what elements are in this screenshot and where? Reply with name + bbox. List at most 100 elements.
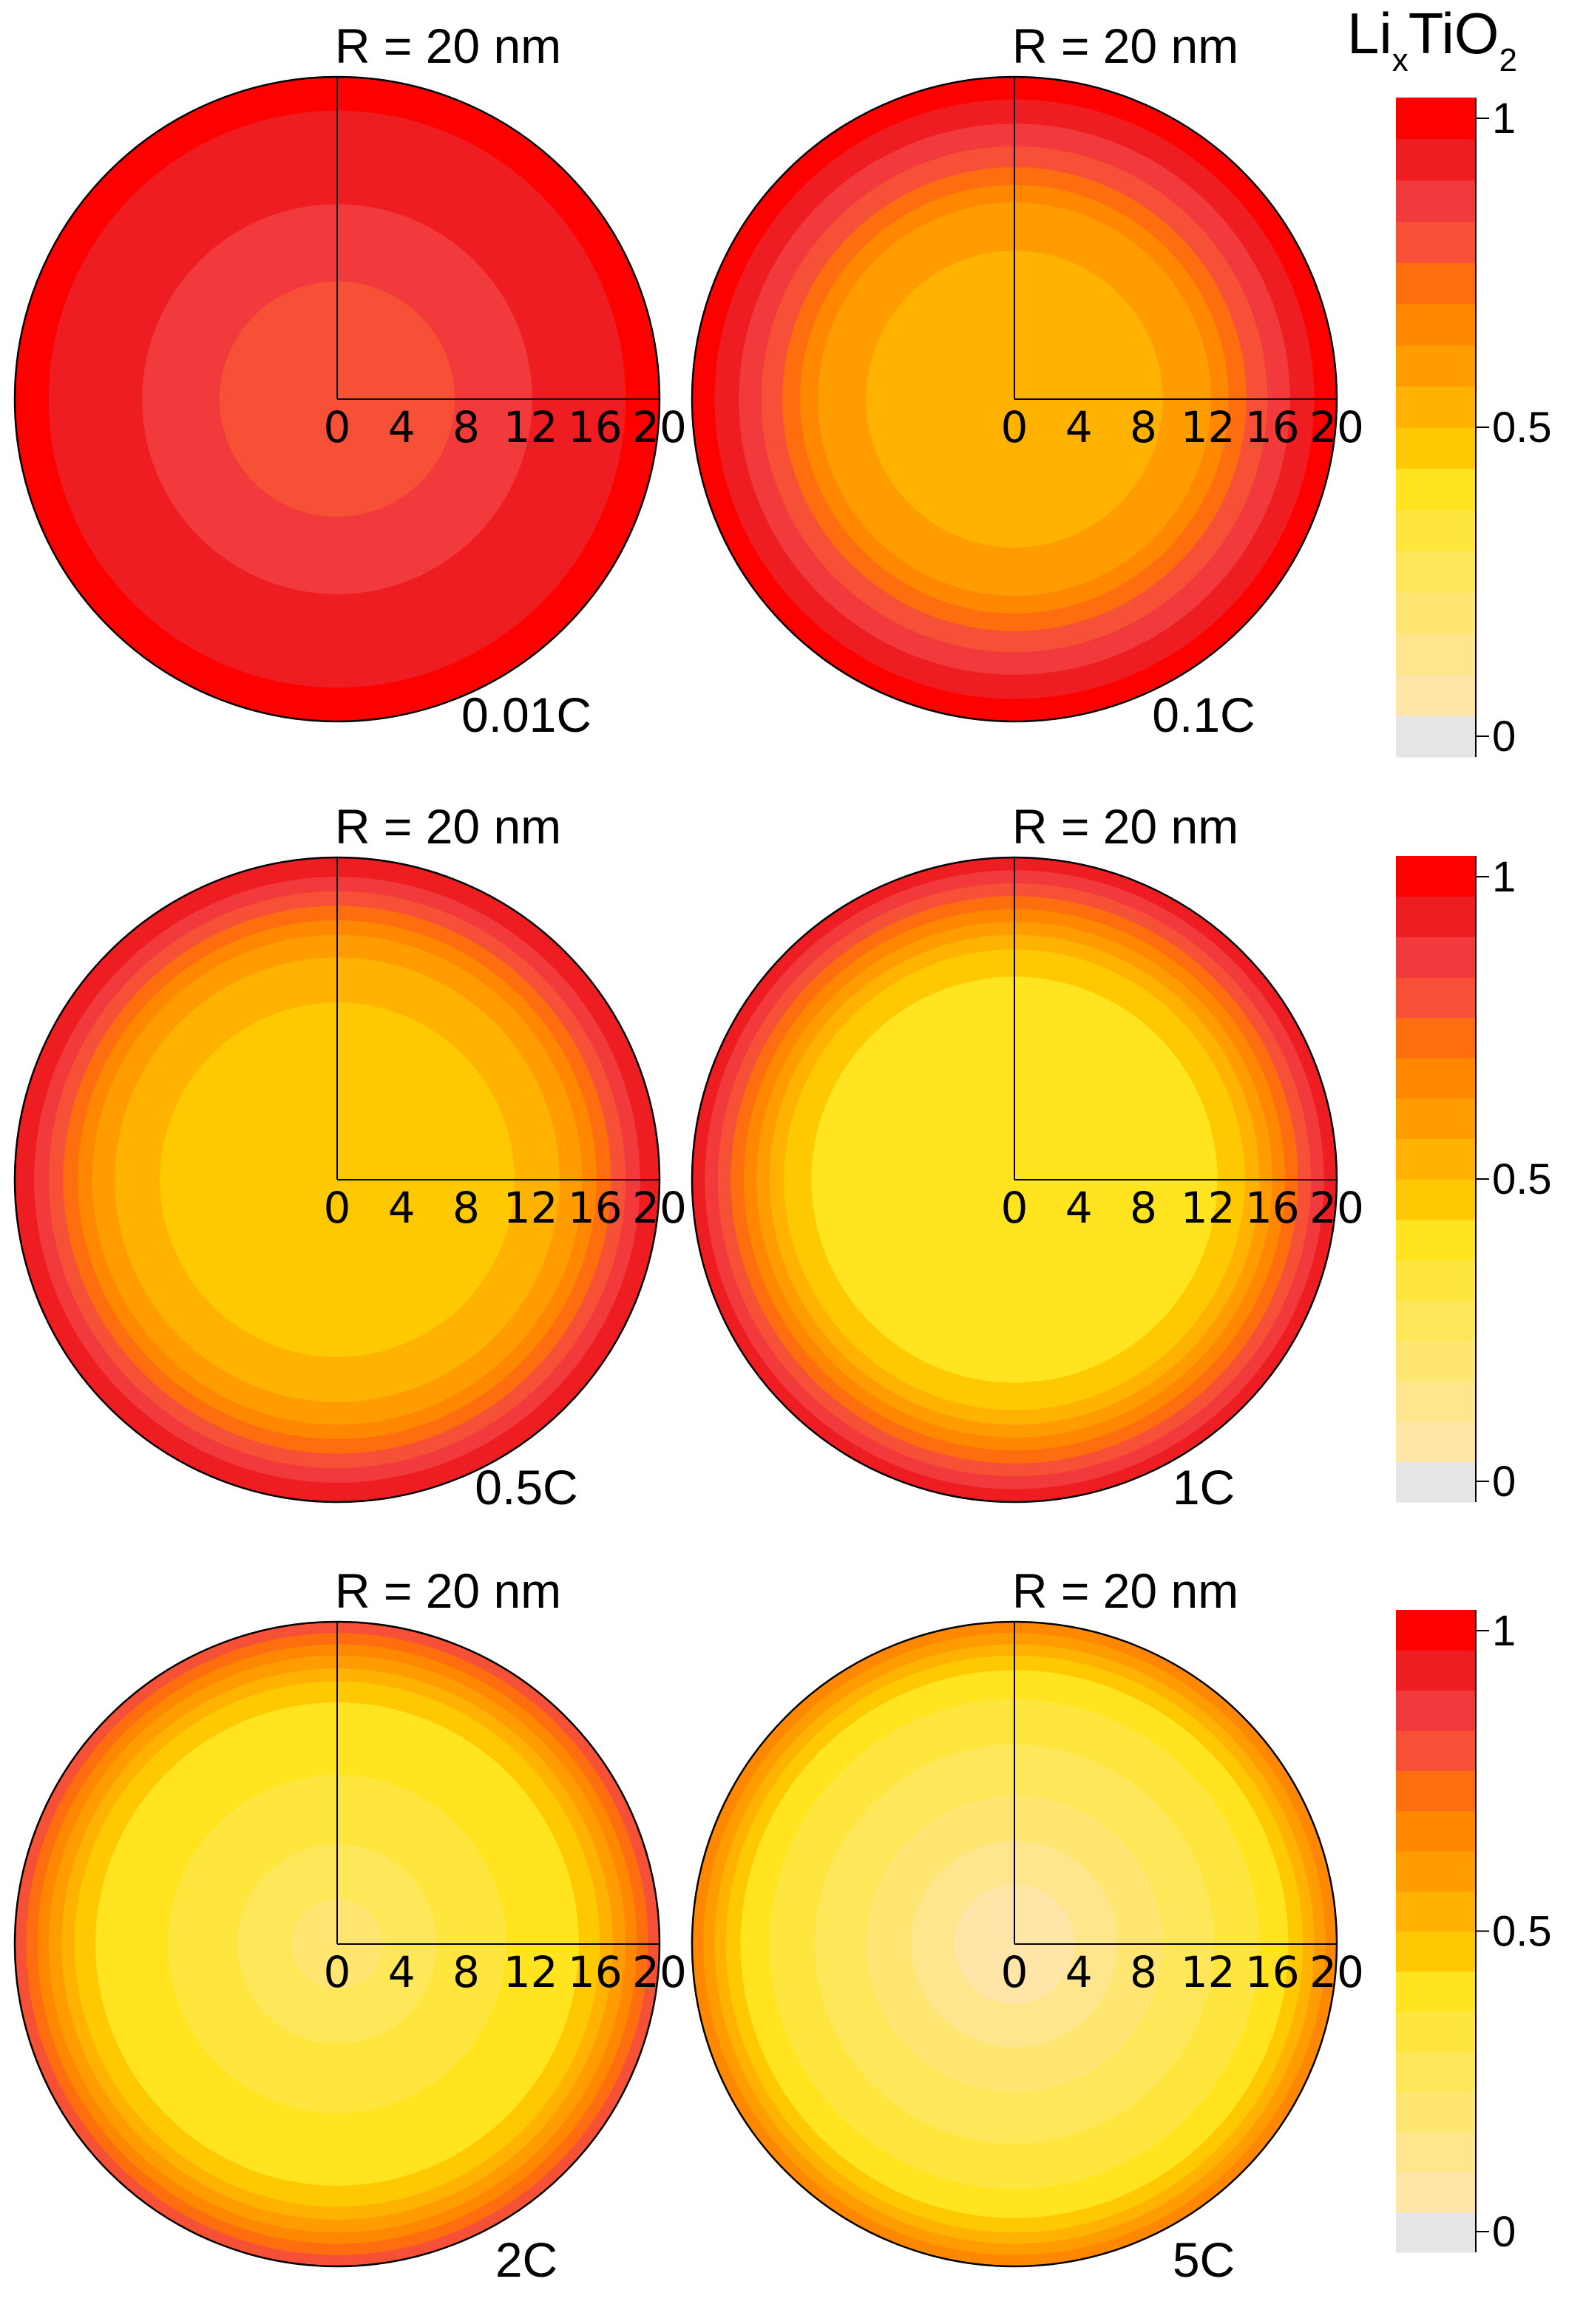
radial-tick-label: 0 — [324, 402, 351, 452]
radial-tick-label: 4 — [388, 1947, 416, 1997]
colorbar-band — [1396, 1098, 1476, 1139]
colorbar-band — [1396, 1971, 1476, 2012]
radial-tick-label: 8 — [452, 1947, 480, 1997]
panel-0.01C: 0 4 8 12 16 20 R = 20 nm 0.01C — [13, 18, 687, 742]
colorbar-band — [1396, 1299, 1476, 1342]
radial-tick-label: 0 — [324, 1947, 351, 1997]
colorbar-band — [1396, 386, 1476, 428]
radial-tick-label: 8 — [1130, 1947, 1157, 1997]
panel-5C: 0 4 8 12 16 20 R = 20 nm 5C — [691, 1563, 1364, 2287]
radial-tick-label: 12 — [504, 1947, 558, 1997]
radial-tick-label: 4 — [1065, 1947, 1093, 1997]
colorbar-2: 10.50 — [1396, 1607, 1552, 2256]
rate-label: 5C — [1173, 2232, 1235, 2287]
colorbar-band — [1396, 674, 1476, 716]
radial-tick-label: 20 — [632, 1947, 687, 1997]
colorbar-tick-label: 1 — [1492, 1607, 1516, 1655]
colorbar-tick-label: 0 — [1492, 713, 1516, 761]
radial-tick-label: 12 — [504, 1183, 558, 1233]
colorbar-band — [1396, 896, 1476, 937]
colorbar-band — [1396, 1810, 1476, 1852]
colorbar-tick-label: 0.5 — [1492, 1155, 1552, 1203]
colorbar-band — [1396, 1179, 1476, 1220]
radial-tick-label: 4 — [388, 402, 416, 452]
colorbar-tick-label: 0.5 — [1492, 1908, 1552, 1956]
panel-0.1C: 0 4 8 12 16 20 R = 20 nm 0.1C — [691, 18, 1364, 742]
radial-tick-label: 16 — [1245, 1947, 1300, 1997]
colorbar-band — [1396, 1340, 1476, 1382]
colorbar-band — [1396, 468, 1476, 511]
colorbar-band — [1396, 1650, 1476, 1691]
radial-tick-label: 20 — [1309, 402, 1364, 452]
rate-label: 0.01C — [461, 687, 591, 742]
colorbar-band — [1396, 1931, 1476, 1972]
colorbar-band — [1396, 2132, 1476, 2172]
radial-tick-label: 4 — [388, 1183, 416, 1233]
colorbar-band — [1396, 1770, 1476, 1812]
radial-tick-label: 16 — [568, 402, 623, 452]
radial-tick-label: 8 — [452, 1183, 480, 1233]
radial-tick-label: 12 — [1181, 1183, 1235, 1233]
radial-tick-label: 12 — [504, 402, 558, 452]
colorbar-band — [1396, 138, 1476, 181]
radius-label: R = 20 nm — [1012, 1563, 1238, 1618]
radial-tick-label: 0 — [1001, 1183, 1028, 1233]
rate-label: 2C — [495, 2232, 557, 2287]
rate-label: 1C — [1173, 1460, 1235, 1515]
radial-tick-label: 4 — [1065, 402, 1093, 452]
rate-label: 0.5C — [475, 1460, 577, 1515]
radial-tick-label: 12 — [1181, 402, 1235, 452]
colorbar-1: 10.50 — [1396, 853, 1552, 1506]
colorbar-band — [1396, 344, 1476, 387]
colorbar-band — [1396, 1138, 1476, 1180]
colorbar-band — [1396, 180, 1476, 222]
colorbar-band — [1396, 1058, 1476, 1099]
colorbar-0: 10.50 — [1396, 95, 1552, 761]
radial-tick-label: 16 — [568, 1947, 623, 1997]
radial-tick-label: 4 — [1065, 1183, 1093, 1233]
colorbar-band — [1396, 1421, 1476, 1462]
colorbar-band — [1396, 427, 1476, 469]
colorbar-band — [1396, 2091, 1476, 2133]
colorbar-tick-label: 1 — [1492, 853, 1516, 901]
colorbar-band — [1396, 633, 1476, 676]
colorbar-title: LixTiO2 — [1347, 1, 1517, 78]
radial-tick-label: 8 — [1130, 402, 1157, 452]
radial-tick-label: 8 — [452, 402, 480, 452]
colorbar-tick-label: 0 — [1492, 2208, 1516, 2256]
colorbar-band — [1396, 2212, 1476, 2253]
colorbar-band — [1396, 2051, 1476, 2093]
colorbar-band — [1396, 1850, 1476, 1892]
colorbar-band — [1396, 1891, 1476, 1932]
colorbar-band — [1396, 221, 1476, 263]
colorbar-band — [1396, 98, 1476, 140]
rate-label: 0.1C — [1152, 687, 1255, 742]
colorbar-band — [1396, 1260, 1476, 1301]
colorbar-band — [1396, 1610, 1476, 1651]
radial-tick-label: 20 — [1309, 1183, 1364, 1233]
colorbar-band — [1396, 592, 1476, 634]
panel-1C: 0 4 8 12 16 20 R = 20 nm 1C — [691, 799, 1364, 1515]
colorbar-band — [1396, 1017, 1476, 1059]
colorbar-tick-label: 1 — [1492, 95, 1516, 143]
colorbar-band — [1396, 1690, 1476, 1731]
radius-label: R = 20 nm — [335, 1563, 561, 1618]
colorbar-band — [1396, 1730, 1476, 1771]
colorbar-band — [1396, 2172, 1476, 2213]
colorbar-band — [1396, 716, 1476, 758]
colorbar-band — [1396, 1461, 1476, 1503]
radius-label: R = 20 nm — [335, 799, 561, 854]
panel-0.5C: 0 4 8 12 16 20 R = 20 nm 0.5C — [13, 799, 687, 1515]
colorbar-band — [1396, 1381, 1476, 1422]
radial-tick-label: 0 — [324, 1183, 351, 1233]
radial-tick-label: 0 — [1001, 1947, 1028, 1997]
colorbar-band — [1396, 262, 1476, 305]
panel-2C: 0 4 8 12 16 20 R = 20 nm 2C — [13, 1563, 687, 2287]
colorbar-band — [1396, 303, 1476, 346]
radial-tick-label: 16 — [1245, 402, 1300, 452]
radial-tick-label: 16 — [568, 1183, 623, 1233]
colorbar-band — [1396, 1219, 1476, 1260]
